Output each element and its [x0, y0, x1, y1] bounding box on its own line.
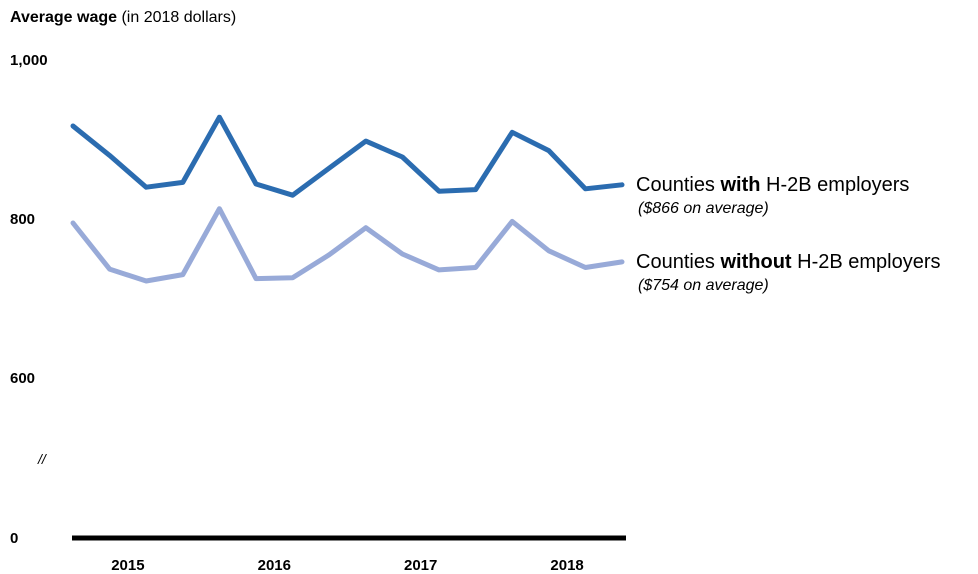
chart-title-rest: (in 2018 dollars)	[117, 9, 236, 26]
y-axis-ticks: 1,000 800 600 0	[10, 52, 48, 547]
series-labels: Counties with H-2B employers ($866 on ave…	[636, 174, 941, 294]
x-tick-label: 2016	[258, 557, 291, 574]
chart-title-bold: Average wage	[10, 9, 117, 26]
series-line	[70, 114, 625, 198]
y-tick-label: 600	[10, 370, 35, 387]
axis-break-symbol: //	[37, 451, 48, 467]
series-label-pre: Counties	[636, 174, 721, 196]
series-label-post: H-2B employers	[792, 251, 941, 273]
y-tick-label: 800	[10, 211, 35, 228]
series-label-bold: without	[720, 251, 792, 273]
y-tick-label: 0	[10, 530, 18, 547]
chart-title: Average wage (in 2018 dollars)	[10, 9, 236, 26]
series-label-pre: Counties	[636, 251, 721, 273]
x-tick-label: 2017	[404, 557, 437, 574]
series-average-note: ($866 on average)	[638, 200, 769, 217]
series-line	[70, 206, 625, 284]
x-axis-ticks: 2015 2016 2017 2018	[111, 557, 584, 574]
y-tick-label: 1,000	[10, 52, 48, 69]
series-label: Counties without H-2B employers	[636, 251, 941, 273]
series-average-note: ($754 on average)	[638, 277, 769, 294]
x-tick-label: 2015	[111, 557, 144, 574]
series-lines	[70, 114, 625, 284]
x-tick-label: 2018	[550, 557, 583, 574]
series-label-post: H-2B employers	[761, 174, 910, 196]
series-label: Counties with H-2B employers	[636, 174, 909, 196]
series-label-bold: with	[720, 174, 761, 196]
